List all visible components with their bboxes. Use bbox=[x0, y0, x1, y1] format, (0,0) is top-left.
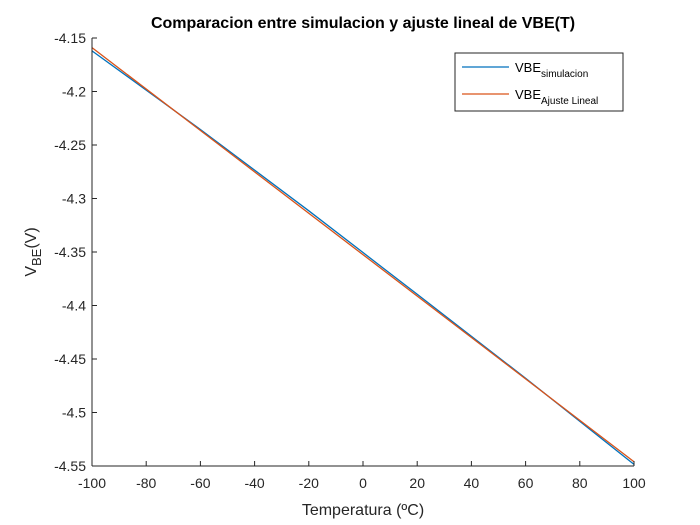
x-tick-label: -100 bbox=[78, 475, 106, 491]
y-tick-label: -4.5 bbox=[62, 405, 86, 421]
y-tick-label: -4.25 bbox=[54, 137, 86, 153]
legend: VBEsimulacion VBEAjuste Lineal bbox=[454, 52, 624, 112]
x-tick-label: 60 bbox=[518, 475, 534, 491]
y-tick-label: -4.15 bbox=[54, 30, 86, 46]
y-axis-label-sub: BE bbox=[29, 248, 44, 266]
x-tick-label: -60 bbox=[190, 475, 210, 491]
chart-title: Comparacion entre simulacion y ajuste li… bbox=[151, 15, 575, 32]
x-tick-label: 40 bbox=[464, 475, 480, 491]
y-axis-label: VBE(V) bbox=[23, 227, 44, 276]
x-tick-label: -80 bbox=[136, 475, 156, 491]
x-ticks: -100 -80 -60 -40 -20 0 20 40 60 80 100 bbox=[78, 461, 646, 491]
y-ticks: -4.15 -4.2 -4.25 -4.3 -4.35 -4.4 -4.45 -4.5 -4.5… bbox=[54, 30, 97, 474]
series-line-ajuste-lineal bbox=[91, 47, 635, 463]
x-tick-label: 20 bbox=[409, 475, 425, 491]
y-axis-label-suffix: (V) bbox=[23, 227, 40, 248]
y-tick-label: -4.2 bbox=[62, 84, 86, 100]
x-tick-label: 0 bbox=[359, 475, 367, 491]
x-tick-label: -20 bbox=[299, 475, 319, 491]
legend-box bbox=[454, 52, 624, 112]
legend-label-main: VBE bbox=[515, 87, 541, 102]
y-tick-label: -4.35 bbox=[54, 244, 86, 260]
y-tick-label: -4.55 bbox=[54, 458, 86, 474]
x-tick-label: -40 bbox=[244, 475, 264, 491]
series-group bbox=[91, 47, 635, 465]
legend-label-main: VBE bbox=[515, 60, 541, 75]
legend-label-sub: simulacion bbox=[541, 69, 588, 80]
y-tick-label: -4.45 bbox=[54, 351, 86, 367]
x-tick-label: 80 bbox=[572, 475, 588, 491]
y-axis-label-main: V bbox=[23, 266, 40, 277]
legend-entry-simulacion: VBEsimulacion bbox=[515, 60, 588, 80]
x-axis-label: Temperatura (ºC) bbox=[302, 502, 424, 519]
legend-label-sub: Ajuste Lineal bbox=[541, 96, 598, 107]
y-tick-label: -4.3 bbox=[62, 191, 86, 207]
x-tick-label: 100 bbox=[622, 475, 646, 491]
y-tick-label: -4.4 bbox=[62, 298, 86, 314]
legend-entry-ajuste: VBEAjuste Lineal bbox=[515, 87, 598, 107]
